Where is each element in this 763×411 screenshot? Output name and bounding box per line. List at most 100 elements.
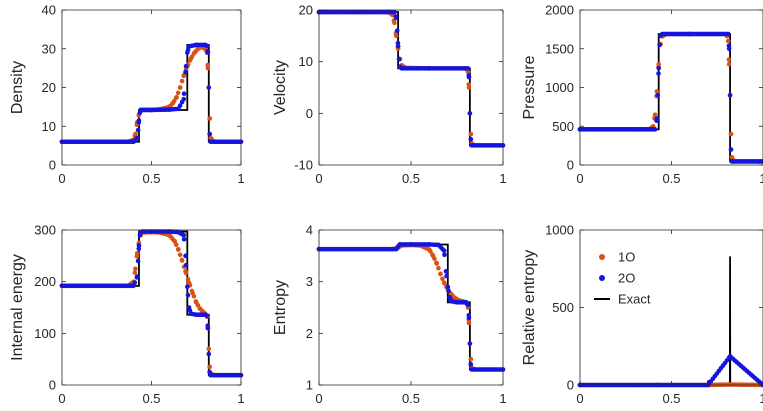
marker-1o [207, 364, 212, 370]
marker-2o [445, 284, 451, 290]
y-tick-label: 4 [306, 223, 313, 238]
marker-1o [440, 276, 445, 282]
marker-2o [660, 31, 665, 37]
marker-2o [444, 273, 449, 279]
marker-2o [176, 229, 181, 235]
marker-2o [181, 91, 187, 96]
x-tick-label: 0 [576, 171, 583, 186]
marker-1o [190, 290, 195, 296]
marker-2o [181, 96, 187, 102]
y-tick-label: 40 [42, 3, 56, 18]
marker-1o [176, 247, 181, 252]
marker-2o [185, 50, 190, 55]
marker-1o [393, 33, 399, 39]
marker-2o [469, 143, 475, 148]
plot-area [577, 256, 763, 388]
marker-2o [208, 139, 213, 145]
y-tick-label: 200 [34, 274, 56, 289]
marker-2o [131, 139, 136, 145]
y-tick-label: 20 [299, 3, 313, 18]
marker-1o [133, 266, 138, 272]
exact-line [580, 33, 763, 163]
marker-2o [185, 292, 191, 298]
plot-area [577, 31, 763, 164]
x-tick-label: 1 [759, 171, 763, 186]
x-tick-label: 0.5 [662, 391, 680, 406]
x-tick-label: 0.5 [142, 391, 160, 406]
marker-2o [441, 248, 447, 253]
marker-2o [657, 42, 662, 48]
marker-1o [175, 90, 181, 96]
marker-2o [193, 312, 199, 318]
exact-line [62, 230, 241, 377]
y-axis-label: Pressure [521, 55, 538, 119]
marker-2o [181, 232, 187, 238]
y-axis-label: Entropy [272, 280, 289, 335]
y-tick-label: 500 [552, 119, 574, 134]
marker-1o [193, 300, 199, 305]
marker-2o [656, 65, 661, 71]
marker-1o [133, 131, 138, 137]
marker-2o [167, 107, 172, 112]
marker-2o [465, 66, 471, 71]
marker-1o [183, 269, 188, 274]
marker-2o [427, 242, 432, 247]
plot-area [316, 242, 506, 372]
marker-1o [197, 306, 203, 311]
marker-2o [469, 367, 475, 372]
x-tick-label: 1 [237, 171, 244, 186]
marker-2o [135, 258, 141, 264]
legend: 1O 2O Exact [594, 250, 651, 307]
marker-2o [183, 262, 189, 268]
marker-2o [399, 66, 405, 71]
marker-2o [652, 127, 658, 132]
marker-2o [397, 242, 403, 247]
marker-2o [396, 56, 402, 62]
marker-2o [466, 74, 472, 80]
marker-2o [135, 127, 141, 133]
subplot-pressure: 0 0.5 1 0 500 1000 1500 2000 Pressure [521, 3, 763, 186]
marker-2o [443, 269, 449, 274]
marker-2o [468, 362, 474, 367]
marker-2o [449, 299, 454, 304]
marker-2o [727, 92, 733, 98]
marker-2o [183, 63, 189, 69]
marker-2o [395, 43, 401, 49]
y-tick-label: 2 [306, 326, 313, 341]
marker-1o [438, 271, 443, 277]
marker-1o [728, 131, 734, 137]
marker-1o [427, 247, 432, 252]
subplot-relative-entropy: 0 0.5 1 0 500 1000 Relative entropy [521, 223, 763, 406]
marker-1o [452, 295, 458, 301]
marker-2o [394, 28, 400, 33]
marker-2o [442, 252, 447, 258]
marker-1o [468, 131, 474, 137]
marker-1o [441, 280, 447, 286]
marker-1o [430, 253, 436, 259]
marker-2o [186, 305, 192, 310]
y-tick-label: 1000 [545, 223, 574, 238]
marker-2o [654, 116, 660, 121]
y-tick-label: -10 [294, 158, 313, 173]
x-tick-label: 1 [499, 171, 506, 186]
marker-2o [208, 372, 213, 378]
marker-2o [454, 300, 460, 305]
marker-1o [170, 100, 176, 106]
marker-2o [183, 69, 188, 75]
marker-1o [436, 265, 441, 271]
marker-2o [446, 288, 451, 294]
x-tick-label: 0 [58, 391, 65, 406]
marker-1o [727, 382, 733, 387]
marker-2o [205, 50, 211, 55]
marker-2o [206, 85, 212, 90]
y-tick-label: 0 [567, 378, 574, 393]
x-tick-label: 1 [499, 391, 506, 406]
y-tick-label: 0 [567, 158, 574, 173]
marker-1o [466, 85, 472, 90]
marker-2o [188, 311, 194, 317]
x-tick-label: 0.5 [142, 171, 160, 186]
y-tick-label: 1000 [545, 80, 574, 95]
marker-2o [136, 118, 142, 123]
y-axis-label: Density [9, 61, 26, 114]
